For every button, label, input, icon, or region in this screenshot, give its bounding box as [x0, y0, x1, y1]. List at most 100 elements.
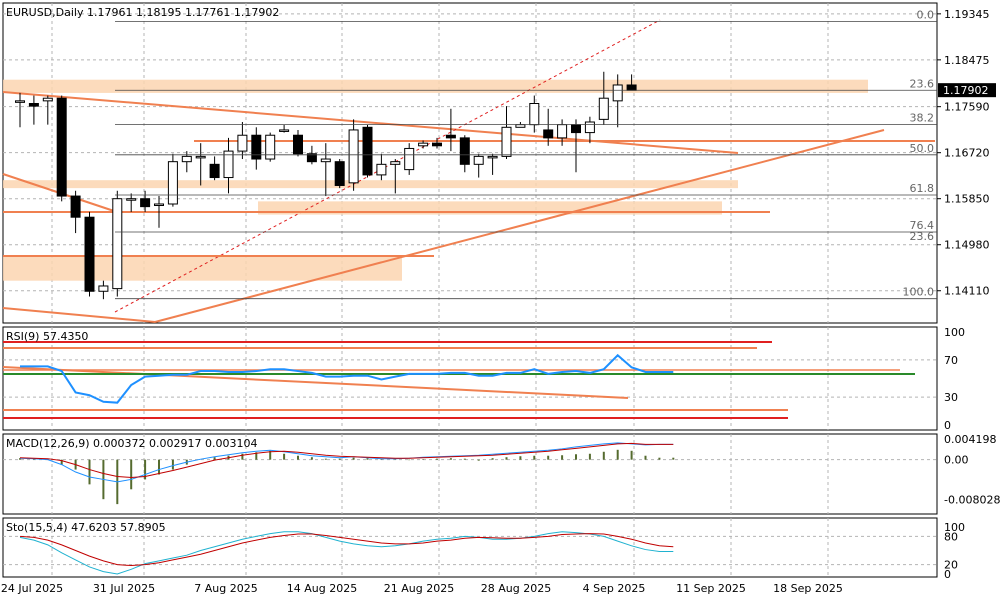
candle-bullish — [112, 198, 123, 290]
y-axis-label: 1.17590 — [944, 101, 990, 114]
candle-bullish — [390, 161, 401, 165]
candle-bullish — [348, 129, 359, 184]
candle-bearish — [362, 126, 373, 176]
axes: 24 Jul 2025 31 Jul 2025 7 Aug 2025 14 Aug 2… — [1, 8, 1000, 595]
candle-bearish — [306, 153, 317, 163]
stochastic-title: Sto(15,5,4) 47.6203 57.8905 — [6, 521, 166, 534]
candle-bullish — [279, 129, 290, 132]
rsi-axis-label: 30 — [944, 391, 958, 404]
rsi-axis-label: 100 — [944, 326, 965, 339]
price-chart-title: EURUSD,Daily 1.17961 1.18195 1.17761 1.1… — [6, 6, 279, 19]
fibonacci-level-label: 50.0 — [910, 142, 935, 155]
rsi-title: RSI(9) 57.4350 — [6, 330, 88, 343]
candle-bullish — [584, 121, 595, 134]
candles — [15, 71, 637, 300]
x-axis-label: 31 Jul 2025 — [93, 582, 155, 595]
candle-bullish — [487, 155, 498, 159]
stochastic-axis-label: 20 — [944, 559, 958, 572]
y-axis-label: 1.19345 — [944, 8, 990, 21]
trendline-bottom — [2, 307, 156, 323]
candle-bullish — [320, 158, 331, 163]
candle-bullish — [181, 155, 192, 163]
candle-bearish — [432, 142, 442, 147]
candle-bearish — [543, 129, 554, 139]
stochastic-signal-line — [19, 533, 674, 567]
rsi-axis-label: 0 — [944, 419, 951, 432]
fibonacci-dashed-line — [114, 19, 661, 313]
trendline-ascending — [154, 129, 885, 323]
highlight-zone — [3, 256, 402, 281]
candle-bearish — [293, 134, 303, 155]
candle-bullish — [15, 100, 25, 103]
y-axis-label: 1.15850 — [944, 193, 990, 206]
stochastic-axis-label: 0 — [944, 568, 951, 581]
fibonacci-level-label: 0.0 — [917, 9, 935, 22]
x-axis-label: 28 Aug 2025 — [481, 582, 551, 595]
drawn-objects — [2, 19, 935, 323]
macd-title: MACD(12,26,9) 0.000372 0.002917 0.003104 — [6, 437, 258, 450]
fibonacci-level-label: 76.4 — [910, 219, 935, 232]
y-axis-label: 1.14980 — [944, 239, 990, 252]
highlight-zones — [3, 79, 868, 281]
candle-bullish — [126, 198, 137, 201]
x-axis-label: 7 Aug 2025 — [194, 582, 257, 595]
stochastic-plot — [3, 531, 937, 575]
candle-bullish — [376, 163, 387, 176]
highlight-zone — [3, 79, 868, 93]
y-axis-label: 1.14110 — [944, 285, 990, 298]
candle-bearish — [251, 134, 262, 160]
macd-axis-label: 0.00 — [944, 454, 969, 467]
candle-bullish — [598, 97, 609, 120]
candle-bearish — [28, 102, 39, 107]
candle-bullish — [195, 155, 206, 159]
x-axis-label: 18 Sep 2025 — [773, 582, 843, 595]
highlight-zone — [3, 180, 738, 189]
x-axis-label: 24 Jul 2025 — [1, 582, 63, 595]
candle-bearish — [334, 161, 345, 186]
candle-bullish — [237, 134, 248, 152]
candle-bullish — [223, 150, 234, 179]
fibonacci-level-label: 100.0 — [903, 286, 935, 299]
macd-plot — [3, 442, 937, 505]
candle-bullish — [265, 134, 276, 160]
y-axis-label: 1.16720 — [944, 147, 990, 160]
rsi-panel — [2, 326, 938, 431]
macd-axis-label: 0.004198 — [944, 433, 997, 446]
fibonacci-level-label: 61.8 — [910, 182, 935, 195]
candle-bullish — [167, 161, 178, 205]
candle-bearish — [445, 134, 456, 139]
stochastic-axis-label: 100 — [944, 521, 965, 534]
rsi-line — [20, 353, 674, 404]
current-price-marker — [938, 83, 996, 98]
x-axis-label: 4 Sep 2025 — [583, 582, 646, 595]
macd-axis-label: -0.008028 — [944, 493, 1000, 506]
stochastic-main-line — [19, 531, 674, 575]
candle-bullish — [154, 203, 164, 206]
candle-bullish — [404, 147, 415, 171]
fibonacci-level-label: 23.6 — [910, 77, 935, 90]
candle-bullish — [529, 102, 540, 126]
candle-bullish — [42, 97, 53, 102]
candle-bearish — [84, 216, 95, 292]
rsi-axis-label: 70 — [944, 354, 958, 367]
x-axis-label: 11 Sep 2025 — [676, 582, 746, 595]
current-price-label: 1.17902 — [943, 84, 989, 97]
candle-bullish — [557, 124, 568, 139]
candle-bearish — [209, 163, 220, 179]
stochastic-panel — [2, 517, 938, 578]
x-axis-label: 21 Aug 2025 — [384, 582, 454, 595]
fibonacci-levels: 0.0 23.6 38.2 50.0 61.8 76.4 100.0 23.6 — [115, 9, 937, 300]
candle-bearish — [571, 124, 581, 134]
candle-bearish — [140, 198, 151, 208]
candle-bearish — [56, 97, 67, 197]
candle-bearish — [626, 84, 637, 91]
candle-bullish — [612, 84, 623, 102]
fibonacci-level-label: 23.6 — [910, 230, 935, 243]
y-axis-label: 1.18475 — [944, 54, 990, 67]
candle-bearish — [70, 195, 81, 218]
rsi-plot — [2, 341, 937, 419]
candle-bullish — [473, 155, 484, 165]
trendline-descending — [2, 91, 739, 154]
